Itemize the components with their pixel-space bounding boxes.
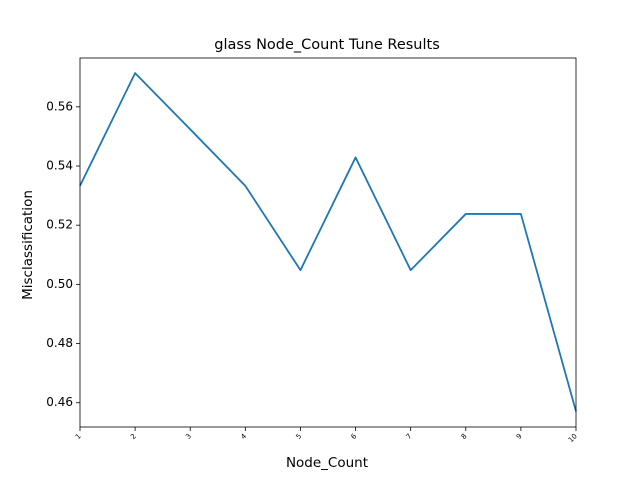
- y-tick-label: 0.46: [46, 395, 73, 409]
- x-tick-label: 2: [129, 432, 138, 441]
- y-tick-label: 0.54: [46, 159, 73, 173]
- x-axis-label: Node_Count: [286, 455, 368, 471]
- axes-frame: [79, 57, 577, 428]
- y-tick-label: 0.52: [46, 218, 73, 232]
- x-tick-label: 7: [405, 432, 414, 441]
- y-tick-label: 0.48: [46, 336, 73, 350]
- chart-title: glass Node_Count Tune Results: [214, 37, 440, 53]
- x-tick-label: 5: [294, 432, 303, 441]
- x-tick-label: 3: [184, 432, 193, 441]
- y-axis-label: Misclassification: [20, 190, 36, 300]
- x-tick-label: 6: [350, 432, 359, 441]
- x-tick-label: 8: [460, 432, 469, 441]
- x-tick-label: 4: [239, 432, 248, 441]
- plot-area: 1 2 3 4 5 6 7 8 9 10 0.46 0.48 0.50 0.52 0.54 0.56: [46, 57, 579, 444]
- y-tick-label: 0.50: [46, 277, 73, 291]
- y-tick-label: 0.56: [46, 99, 73, 113]
- x-tick-label: 10: [567, 432, 579, 444]
- x-tick-label: 1: [74, 432, 83, 441]
- x-tick-label: 9: [515, 432, 524, 441]
- series-line-0: [79, 72, 577, 412]
